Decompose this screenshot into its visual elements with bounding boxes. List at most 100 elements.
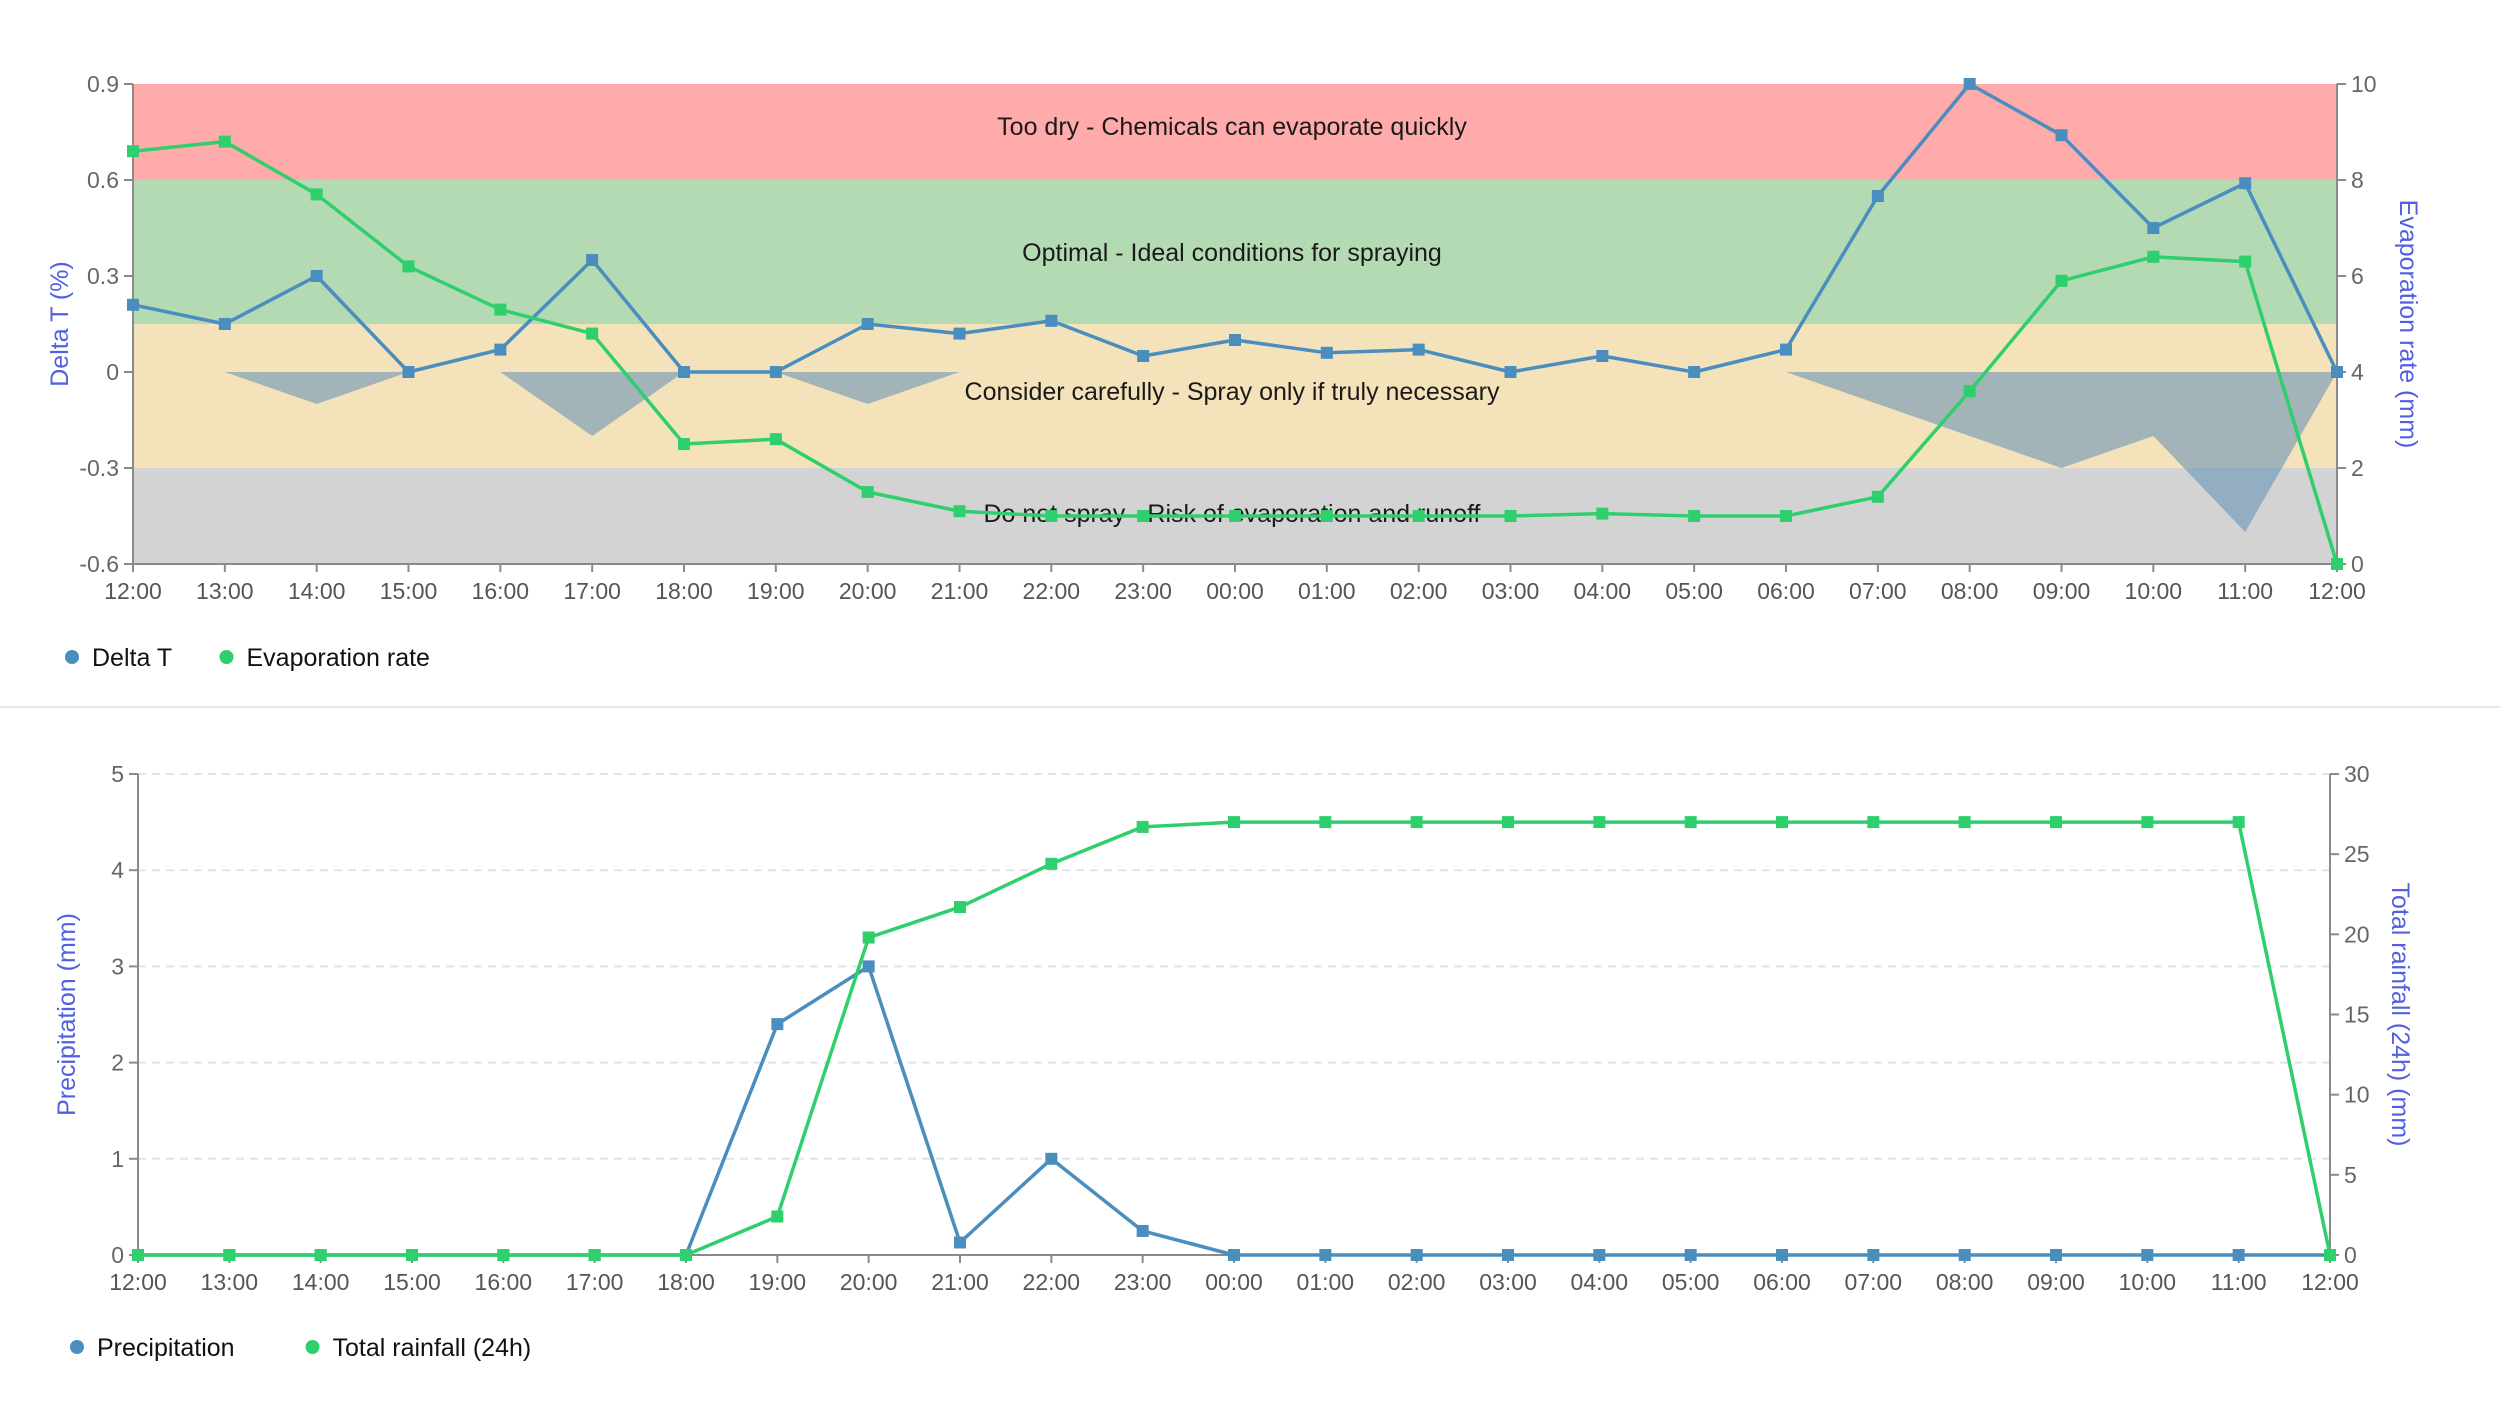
data-point-delta-t[interactable] (1229, 334, 1241, 346)
data-point-total-rainfall-24h-[interactable] (1867, 816, 1880, 829)
legend-marker-0[interactable] (65, 650, 79, 664)
data-point-total-rainfall-24h-[interactable] (1776, 816, 1788, 829)
data-point-evaporation-rate[interactable] (953, 505, 966, 518)
data-point-total-rainfall-24h-[interactable] (497, 1249, 510, 1261)
data-point-precipitation[interactable] (1776, 1249, 1788, 1261)
data-point-delta-t[interactable] (1137, 350, 1150, 362)
data-point-evaporation-rate[interactable] (2331, 558, 2343, 570)
legend-marker-1[interactable] (219, 650, 234, 664)
data-point-total-rainfall-24h-[interactable] (2141, 816, 2154, 829)
data-point-delta-t[interactable] (1045, 314, 1058, 327)
data-point-precipitation[interactable] (771, 1018, 784, 1031)
data-point-evaporation-rate[interactable] (402, 260, 415, 273)
data-point-evaporation-rate[interactable] (769, 433, 782, 446)
data-point-delta-t[interactable] (1780, 343, 1792, 356)
data-point-delta-t[interactable] (1963, 78, 1976, 90)
data-point-total-rainfall-24h-[interactable] (2050, 816, 2062, 829)
data-point-precipitation[interactable] (954, 1236, 966, 1249)
data-point-evaporation-rate[interactable] (1504, 510, 1517, 522)
data-point-precipitation[interactable] (1593, 1249, 1606, 1261)
data-point-total-rainfall-24h-[interactable] (2324, 1249, 2336, 1261)
data-point-evaporation-rate[interactable] (586, 327, 599, 340)
data-point-delta-t[interactable] (586, 254, 599, 266)
data-point-precipitation[interactable] (2232, 1249, 2245, 1261)
data-point-evaporation-rate[interactable] (1137, 510, 1150, 522)
data-point-evaporation-rate[interactable] (1780, 510, 1792, 522)
data-point-precipitation[interactable] (1502, 1249, 1514, 1261)
data-point-evaporation-rate[interactable] (494, 303, 507, 316)
data-point-precipitation[interactable] (1684, 1249, 1697, 1261)
data-point-total-rainfall-24h-[interactable] (1228, 816, 1240, 829)
data-point-delta-t[interactable] (2055, 129, 2068, 142)
data-point-precipitation[interactable] (1136, 1224, 1149, 1237)
data-point-total-rainfall-24h-[interactable] (314, 1249, 327, 1261)
data-point-total-rainfall-24h-[interactable] (954, 901, 966, 914)
data-point-evaporation-rate[interactable] (861, 486, 874, 498)
data-point-delta-t[interactable] (494, 343, 507, 356)
data-point-evaporation-rate[interactable] (2239, 255, 2252, 268)
data-point-evaporation-rate[interactable] (678, 438, 690, 450)
data-point-total-rainfall-24h-[interactable] (132, 1249, 144, 1261)
data-point-delta-t[interactable] (1688, 366, 1701, 378)
data-point-precipitation[interactable] (2050, 1249, 2062, 1261)
data-point-delta-t[interactable] (2239, 177, 2252, 190)
legend-label-1[interactable]: Total rainfall (24h) (333, 1334, 532, 1362)
data-point-delta-t[interactable] (861, 318, 874, 330)
data-point-evaporation-rate[interactable] (218, 135, 231, 148)
data-point-precipitation[interactable] (1958, 1249, 1971, 1261)
data-point-delta-t[interactable] (218, 318, 231, 330)
data-point-total-rainfall-24h-[interactable] (771, 1210, 784, 1223)
data-point-delta-t[interactable] (1412, 343, 1425, 356)
data-point-evaporation-rate[interactable] (1045, 510, 1058, 522)
legend-marker-0[interactable] (70, 1340, 84, 1354)
legend-marker-1[interactable] (305, 1340, 320, 1354)
data-point-delta-t[interactable] (953, 327, 966, 340)
data-point-total-rainfall-24h-[interactable] (1684, 816, 1697, 829)
data-point-total-rainfall-24h-[interactable] (1958, 816, 1971, 829)
data-point-delta-t[interactable] (310, 270, 323, 282)
data-point-total-rainfall-24h-[interactable] (1410, 816, 1423, 829)
data-point-precipitation[interactable] (1228, 1249, 1240, 1261)
data-point-precipitation[interactable] (1319, 1249, 1332, 1261)
data-point-evaporation-rate[interactable] (1320, 510, 1333, 522)
data-point-total-rainfall-24h-[interactable] (1045, 857, 1058, 870)
data-point-total-rainfall-24h-[interactable] (2232, 816, 2245, 829)
data-point-delta-t[interactable] (1596, 350, 1609, 362)
data-point-precipitation[interactable] (862, 960, 875, 973)
data-point-evaporation-rate[interactable] (2147, 250, 2160, 263)
legend-label-1[interactable]: Evaporation rate (247, 644, 430, 672)
data-point-delta-t[interactable] (1504, 366, 1517, 378)
data-point-evaporation-rate[interactable] (1229, 510, 1241, 522)
data-point-evaporation-rate[interactable] (1871, 490, 1884, 503)
data-point-delta-t[interactable] (1320, 346, 1333, 359)
data-point-delta-t[interactable] (1871, 190, 1884, 202)
data-point-total-rainfall-24h-[interactable] (406, 1249, 418, 1261)
data-point-delta-t[interactable] (678, 366, 690, 378)
data-point-evaporation-rate[interactable] (1963, 385, 1976, 398)
data-point-evaporation-rate[interactable] (310, 188, 323, 201)
data-point-precipitation[interactable] (1045, 1152, 1058, 1165)
data-point-total-rainfall-24h-[interactable] (1319, 816, 1332, 829)
data-point-total-rainfall-24h-[interactable] (1136, 820, 1149, 833)
data-point-evaporation-rate[interactable] (1688, 510, 1701, 522)
data-point-total-rainfall-24h-[interactable] (1502, 816, 1514, 829)
legend-label-0[interactable]: Precipitation (97, 1334, 235, 1362)
data-point-total-rainfall-24h-[interactable] (1593, 816, 1606, 829)
data-point-evaporation-rate[interactable] (1412, 510, 1425, 522)
data-point-delta-t[interactable] (2331, 366, 2343, 378)
data-point-delta-t[interactable] (402, 366, 415, 378)
data-point-total-rainfall-24h-[interactable] (223, 1249, 236, 1261)
data-point-precipitation[interactable] (1410, 1249, 1423, 1261)
data-point-total-rainfall-24h-[interactable] (862, 931, 875, 944)
data-point-total-rainfall-24h-[interactable] (588, 1249, 601, 1261)
data-point-total-rainfall-24h-[interactable] (680, 1249, 692, 1261)
data-point-evaporation-rate[interactable] (2055, 274, 2068, 287)
legend-label-0[interactable]: Delta T (92, 644, 172, 672)
data-point-delta-t[interactable] (769, 366, 782, 378)
data-point-evaporation-rate[interactable] (1596, 507, 1609, 520)
data-point-delta-t[interactable] (127, 298, 139, 311)
data-point-delta-t[interactable] (2147, 222, 2160, 234)
data-point-precipitation[interactable] (1867, 1249, 1880, 1261)
data-point-precipitation[interactable] (2141, 1249, 2154, 1261)
data-point-evaporation-rate[interactable] (127, 145, 139, 158)
